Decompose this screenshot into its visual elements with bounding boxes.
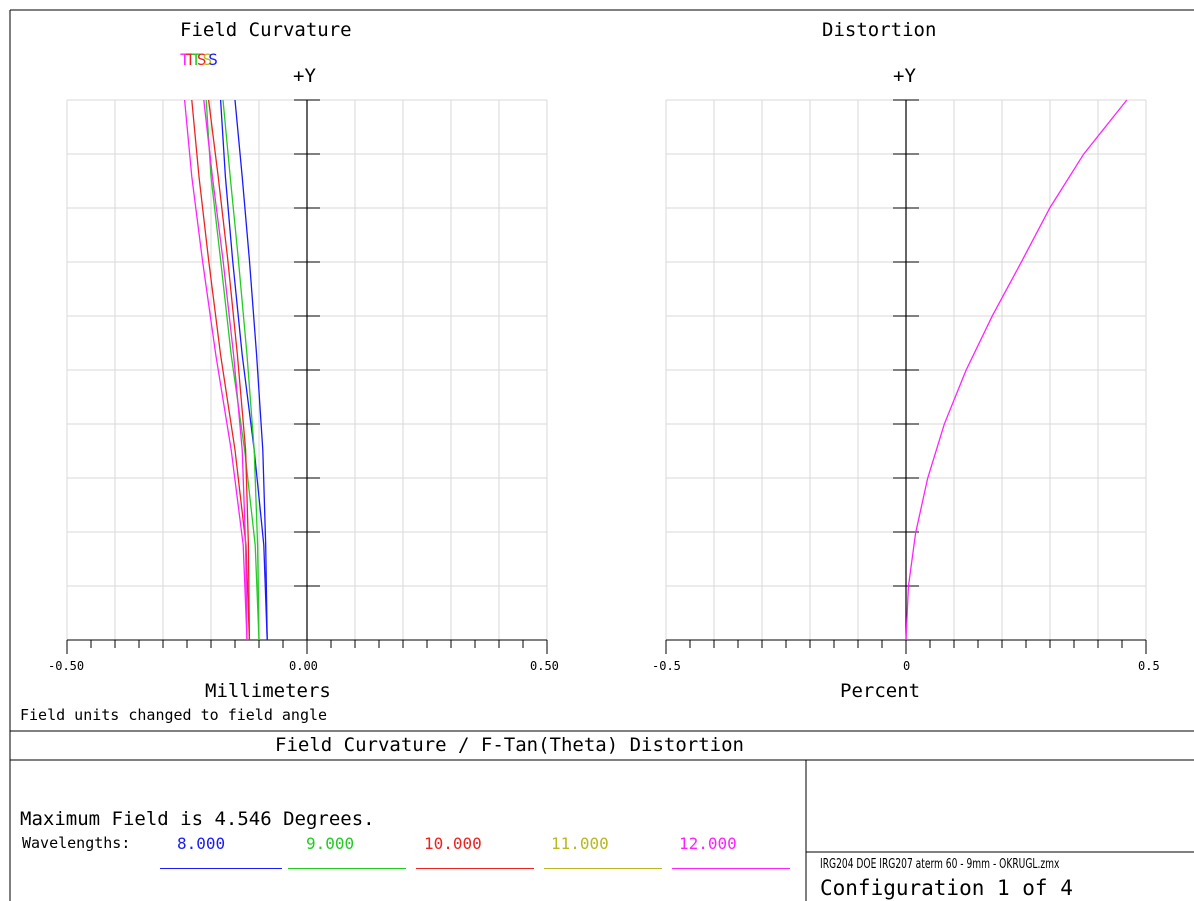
distortion-title: Distortion <box>822 19 937 41</box>
field-curvature-legend: TTTSSS <box>180 50 218 69</box>
wavelength-key-2 <box>288 868 406 869</box>
field-curvature-plot <box>66 99 548 654</box>
distortion-xtick-left: -0.5 <box>652 659 681 673</box>
field-curvature-xtick-right: 0.50 <box>530 659 559 673</box>
field-curvature-xtick-left: -0.50 <box>48 659 85 673</box>
field-curvature-y-label: +Y <box>293 65 316 87</box>
distortion-xtick-center: 0 <box>903 659 911 673</box>
configuration-text: Configuration 1 of 4 <box>820 876 1073 900</box>
distortion-plot <box>665 99 1147 654</box>
field-curvature-series-8 <box>183 99 248 641</box>
distortion-x-label: Percent <box>840 680 921 702</box>
wavelength-key-5 <box>672 868 790 869</box>
distortion-xtick-right: 0.5 <box>1138 659 1160 673</box>
field-curvature-series-1 <box>234 99 268 641</box>
field-curvature-series-3 <box>222 99 260 641</box>
wavelength-label-3: 10.000 <box>424 834 482 853</box>
wavelength-key-1 <box>160 868 282 869</box>
wavelength-label-2: 9.000 <box>306 834 355 853</box>
wavelength-key-3 <box>416 868 534 869</box>
field-curvature-series-2 <box>219 99 268 641</box>
file-name: IRG204 DOE IRG207 aterm 60 - 9mm - OKRUG… <box>820 857 1060 872</box>
distortion-series-1 <box>905 99 1128 641</box>
wavelength-label-5: 12.000 <box>679 834 737 853</box>
wavelengths-label: Wavelengths: <box>22 834 131 852</box>
field-curvature-x-label: Millimeters <box>205 680 331 702</box>
footer-title: Field Curvature / F-Tan(Theta) Distortio… <box>275 734 744 756</box>
wavelength-label-1: 8.000 <box>177 834 226 853</box>
distortion-y-label: +Y <box>893 65 916 87</box>
field-curvature-series-5 <box>207 99 251 641</box>
field-units-note: Field units changed to field angle <box>20 706 328 724</box>
field-curvature-xtick-center: 0.00 <box>289 659 318 673</box>
field-curvature-series-7 <box>203 99 248 641</box>
field-curvature-title: Field Curvature <box>180 19 352 41</box>
wavelength-label-4: 11.000 <box>551 834 609 853</box>
field-curvature-series-4 <box>205 99 260 641</box>
max-field-text: Maximum Field is 4.546 Degrees. <box>20 808 375 830</box>
wavelength-key-4 <box>544 868 662 869</box>
